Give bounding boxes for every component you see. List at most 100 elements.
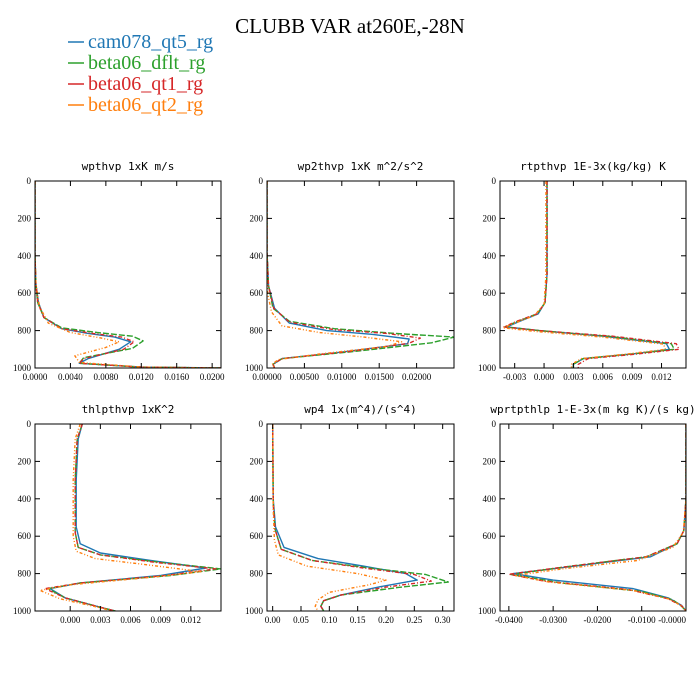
panel-6: wprtpthlp 1-E-3x(m kg K)/(s kg) 0 200 400 60… (478, 403, 696, 625)
x-tick-label: -0.0100 (628, 615, 656, 625)
panel-title: wpthvp 1xK m/s (82, 160, 175, 173)
y-tick-label: 400 (483, 251, 497, 261)
y-tick-label: 800 (18, 569, 32, 579)
y-tick-label: 1000 (245, 606, 264, 616)
x-tick-label: 0.30 (435, 615, 451, 625)
panel-title: thlpthvp 1xK^2 (82, 403, 175, 416)
x-tick-label: 0.003 (563, 372, 584, 382)
plot-frame (34, 423, 222, 612)
series-line-beta06_qt2_rg (502, 181, 667, 368)
x-tick-label: 0.01500 (365, 372, 395, 382)
series-line-beta06_qt1_rg (267, 181, 421, 368)
x-tick-label: 0.009 (151, 615, 172, 625)
y-tick-label: 1000 (245, 363, 264, 373)
series-line-beta06_qt1_rg (44, 424, 217, 611)
panel-title: wprtpthlp 1-E-3x(m kg K)/(s kg) (490, 403, 695, 416)
series-line-beta06_qt2_rg (35, 181, 221, 368)
x-tick-label: 0.000 (60, 615, 81, 625)
panel-4: thlpthvp 1xK^2 0 200 400 600 800 1000 0.000 0.00… (13, 403, 222, 625)
series-line-beta06_dflt_rg (272, 424, 449, 611)
y-tick-label: 0 (259, 419, 264, 429)
series-line-beta06_qt2_rg (267, 181, 403, 368)
plot-frame (266, 180, 455, 369)
figure-title: CLUBB VAR at260E,-28N (235, 14, 465, 38)
series-line-beta06_dflt_rg (35, 181, 221, 368)
x-tick-label: 0.25 (406, 615, 422, 625)
y-tick-label: 0 (492, 419, 497, 429)
series-line-beta06_qt2_rg (272, 424, 387, 611)
y-tick-label: 400 (18, 494, 32, 504)
x-tick-label: -0.0400 (495, 615, 523, 625)
y-tick-label: 200 (18, 456, 32, 466)
y-tick-label: 800 (483, 326, 497, 336)
legend-entry: cam078_qt5_rg (88, 31, 213, 53)
y-tick-label: 800 (483, 569, 497, 579)
x-tick-label: 0.012 (651, 372, 671, 382)
panel-3: rtpthvp 1E-3x(kg/kg) K 0 200 400 600 800 1000-… (478, 160, 687, 382)
x-tick-label: 0.006 (120, 615, 141, 625)
series-line-beta06_qt1_rg (272, 424, 432, 611)
panel-title: rtpthvp 1E-3x(kg/kg) K (520, 160, 666, 173)
series-line-beta06_dflt_rg (510, 424, 686, 611)
y-tick-label: 0 (259, 176, 264, 186)
y-tick-label: 600 (483, 531, 497, 541)
legend-entry: beta06_dflt_rg (88, 52, 205, 74)
x-tick-label: 0.003 (90, 615, 111, 625)
y-tick-label: 0 (27, 419, 32, 429)
series-line-beta06_qt2_rg (39, 424, 202, 611)
y-tick-label: 200 (250, 213, 264, 223)
x-tick-label: 0.009 (622, 372, 643, 382)
x-tick-label: 0.006 (593, 372, 614, 382)
y-tick-label: 800 (250, 326, 264, 336)
x-tick-label: 0.0160 (164, 372, 189, 382)
legend: cam078_qt5_rgbeta06_dflt_rgbeta06_qt1_rg… (68, 31, 213, 116)
panel-2: wp2thvp 1xK m^2/s^2020040060080010000.00… (245, 160, 455, 382)
y-tick-label: 200 (250, 456, 264, 466)
x-tick-label: 0.15 (350, 615, 366, 625)
plot-frame (499, 423, 687, 612)
y-tick-label: 400 (250, 251, 264, 261)
x-tick-label: 0.01000 (327, 372, 357, 382)
x-tick-label: 0.0080 (93, 372, 118, 382)
x-tick-label: 0.00 (265, 615, 281, 625)
y-tick-label: 1000 (478, 606, 497, 616)
y-tick-label: 400 (18, 251, 32, 261)
y-tick-label: 400 (483, 494, 497, 504)
x-tick-label: 0.05 (293, 615, 309, 625)
x-tick-label: 0.00000 (252, 372, 282, 382)
x-tick-label: 0.02000 (402, 372, 432, 382)
y-tick-label: 0 (492, 176, 497, 186)
x-tick-label: 0.00500 (290, 372, 320, 382)
x-tick-label: 0.012 (181, 615, 201, 625)
y-tick-label: 600 (18, 531, 32, 541)
series-line-beta06_qt2_rg (514, 424, 686, 611)
x-tick-label: 0.0040 (58, 372, 83, 382)
series-line-cam078_qt5_rg (49, 424, 207, 611)
y-tick-label: 600 (250, 531, 264, 541)
x-tick-label: -0.0000 (658, 615, 686, 625)
x-tick-label: 0.20 (378, 615, 394, 625)
y-tick-label: 600 (483, 288, 497, 298)
series-line-beta06_qt1_rg (508, 424, 686, 611)
y-tick-label: 1000 (13, 606, 32, 616)
y-tick-label: 400 (250, 494, 264, 504)
y-tick-label: 200 (483, 213, 497, 223)
series-line-cam078_qt5_rg (512, 424, 686, 611)
series-line-beta06_qt1_rg (35, 181, 221, 368)
y-tick-label: 600 (250, 288, 264, 298)
y-tick-label: 800 (250, 569, 264, 579)
plot-frame (266, 423, 455, 612)
series-line-beta06_dflt_rg (267, 181, 454, 368)
x-tick-label: -0.003 (503, 372, 527, 382)
y-tick-label: 200 (483, 456, 497, 466)
panel-title: wp2thvp 1xK m^2/s^2 (298, 160, 424, 173)
x-tick-label: 0.0000 (23, 372, 48, 382)
x-tick-label: -0.0200 (584, 615, 612, 625)
plot-frame (499, 180, 687, 369)
legend-entry: beta06_qt1_rg (88, 73, 203, 95)
series-line-beta06_qt1_rg (503, 181, 680, 368)
x-tick-label: 0.10 (321, 615, 337, 625)
